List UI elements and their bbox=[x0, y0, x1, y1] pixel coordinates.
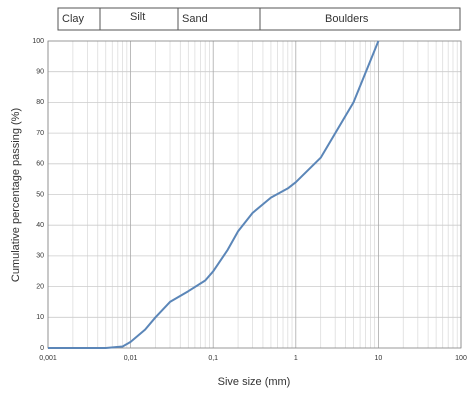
y-tick-label: 60 bbox=[36, 161, 44, 168]
x-tick-label: 0,01 bbox=[124, 355, 138, 362]
x-tick-label: 0,1 bbox=[208, 355, 218, 362]
y-axis-label: Cumulative percentage passing (%) bbox=[10, 108, 22, 282]
y-tick-label: 100 bbox=[32, 38, 44, 45]
x-tick-label: 100 bbox=[455, 355, 467, 362]
y-tick-label: 30 bbox=[36, 253, 44, 260]
y-tick-label: 70 bbox=[36, 130, 44, 137]
plot-frame bbox=[47, 40, 462, 349]
data-line bbox=[48, 40, 380, 349]
band-label: Boulders bbox=[325, 13, 369, 25]
x-tick-label: 0,001 bbox=[39, 355, 57, 362]
x-tick-label: 1 bbox=[294, 355, 298, 362]
y-tick-label: 0 bbox=[40, 345, 44, 352]
y-tick-label: 20 bbox=[36, 283, 44, 290]
y-tick-label: 90 bbox=[36, 69, 44, 76]
x-axis-label: Sive size (mm) bbox=[218, 376, 291, 388]
y-tick-label: 40 bbox=[36, 222, 44, 229]
y-tick-label: 10 bbox=[36, 314, 44, 321]
band-label: Sand bbox=[182, 13, 208, 25]
band-label: Clay bbox=[62, 13, 85, 25]
band-label: Silt bbox=[130, 11, 145, 23]
band-frame bbox=[57, 7, 461, 31]
y-tick-label: 50 bbox=[36, 191, 44, 198]
y-tick-label: 80 bbox=[36, 99, 44, 106]
x-tick-label: 10 bbox=[375, 355, 383, 362]
